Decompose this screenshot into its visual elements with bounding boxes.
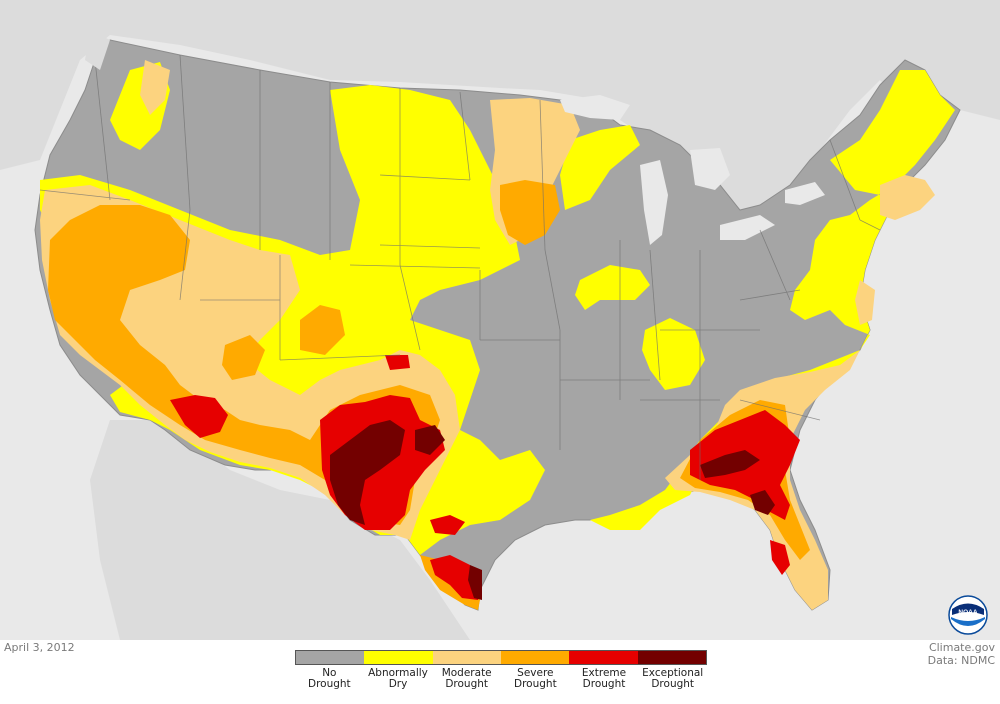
legend-swatch-abnormally-dry	[364, 651, 433, 664]
credit: Climate.gov Data: NDMC	[928, 641, 995, 667]
legend: No Drought Abnormally Dry Moderate Drought …	[295, 650, 707, 690]
legend-label-abnormally-dry: Abnormally Dry	[368, 667, 428, 690]
legend-swatch-severe	[500, 651, 570, 664]
legend-label-moderate: Moderate Drought	[441, 667, 492, 690]
legend-labels: No Drought Abnormally Dry Moderate Drought …	[295, 668, 707, 690]
legend-swatch-no-drought	[296, 651, 365, 664]
map-date: April 3, 2012	[4, 641, 75, 654]
drought-map	[0, 0, 1000, 640]
legend-swatch-exceptional	[637, 651, 706, 664]
legend-bar	[295, 650, 707, 665]
legend-label-extreme: Extreme Drought	[581, 667, 627, 690]
credit-data: Data: NDMC	[927, 654, 995, 667]
canada-landmass	[0, 0, 1000, 230]
great-lakes	[560, 95, 825, 245]
legend-label-severe: Severe Drought	[514, 667, 557, 690]
credit-source: Climate.gov	[928, 641, 995, 654]
noaa-logo: NOAA	[948, 595, 988, 635]
legend-swatch-moderate	[432, 651, 501, 664]
footer: April 3, 2012 Climate.gov Data: NDMC No D…	[0, 640, 1000, 704]
drought-map-svg	[0, 0, 1000, 640]
vancouver-island	[85, 30, 110, 70]
legend-swatch-extreme	[569, 651, 638, 664]
legend-label-no-drought: No Drought	[307, 667, 351, 690]
mexico-landmass	[90, 420, 470, 640]
noaa-logo-text: NOAA	[958, 609, 977, 616]
legend-label-exceptional: Exceptional Drought	[642, 667, 704, 690]
exceptional-drought-areas	[330, 420, 775, 600]
state-borders	[39, 54, 881, 480]
